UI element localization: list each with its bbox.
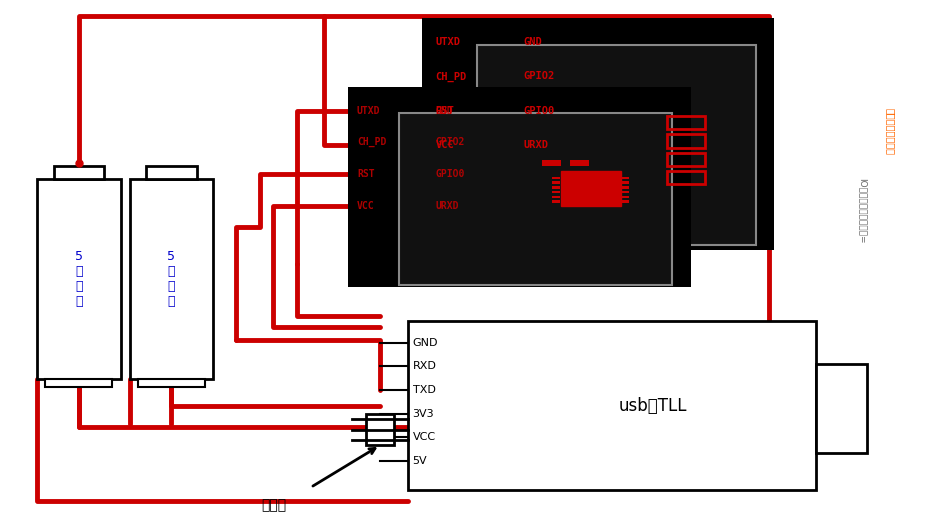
Text: IO口（继电器控制口）=: IO口（继电器控制口）=: [857, 178, 867, 243]
Text: CH_PD: CH_PD: [436, 71, 467, 82]
Text: VCC: VCC: [357, 201, 375, 210]
Text: GPIO0: GPIO0: [436, 169, 465, 179]
Text: usb转TLL: usb转TLL: [618, 397, 687, 415]
Bar: [552, 200, 560, 203]
Bar: [552, 186, 560, 189]
Bar: [542, 160, 561, 166]
Bar: [622, 191, 629, 193]
Text: UTXD: UTXD: [436, 37, 461, 47]
Text: RXD: RXD: [413, 362, 437, 371]
Bar: [552, 181, 560, 184]
Bar: [622, 177, 629, 179]
Bar: [667, 153, 705, 166]
Text: TXD: TXD: [413, 385, 436, 395]
Text: VCC: VCC: [413, 433, 436, 442]
Bar: [477, 45, 756, 245]
Text: GND: GND: [413, 338, 438, 347]
Bar: [138, 379, 205, 387]
Bar: [366, 414, 394, 445]
Bar: [622, 181, 629, 184]
Bar: [45, 379, 112, 387]
Bar: [816, 364, 867, 453]
Text: GPIO2: GPIO2: [524, 72, 555, 81]
Text: URXD: URXD: [524, 140, 549, 150]
Bar: [622, 196, 629, 198]
Bar: [622, 200, 629, 203]
Bar: [561, 171, 621, 206]
Text: URXD: URXD: [436, 201, 459, 210]
Text: 短接帽: 短接帽: [260, 498, 286, 512]
Text: GPIO0: GPIO0: [524, 106, 555, 115]
Text: GPIO2: GPIO2: [436, 138, 465, 147]
Bar: [667, 171, 705, 184]
Bar: [570, 160, 589, 166]
Bar: [37, 179, 121, 379]
Text: RST: RST: [357, 169, 375, 179]
Text: 5V: 5V: [413, 456, 427, 466]
Text: 3V3: 3V3: [413, 409, 434, 418]
Text: UTXD: UTXD: [357, 106, 380, 115]
Bar: [667, 134, 705, 148]
Bar: [552, 177, 560, 179]
Bar: [622, 186, 629, 189]
Text: GND: GND: [436, 106, 453, 115]
Text: 5
号
电
池: 5 号 电 池: [168, 250, 175, 308]
Text: 继电器（控制口）: 继电器（控制口）: [885, 108, 895, 155]
Text: RST: RST: [436, 106, 454, 115]
Text: CH_PD: CH_PD: [357, 137, 387, 148]
Bar: [552, 191, 560, 193]
Bar: [146, 166, 197, 179]
Bar: [408, 321, 816, 490]
Bar: [130, 179, 213, 379]
Text: VCC: VCC: [436, 140, 454, 150]
Text: 5
号
电
池: 5 号 电 池: [75, 250, 83, 308]
Text: GND: GND: [524, 37, 542, 47]
Bar: [348, 87, 691, 287]
Bar: [54, 166, 104, 179]
Bar: [399, 113, 672, 285]
Bar: [667, 116, 705, 129]
Bar: [552, 196, 560, 198]
Bar: [422, 18, 774, 250]
